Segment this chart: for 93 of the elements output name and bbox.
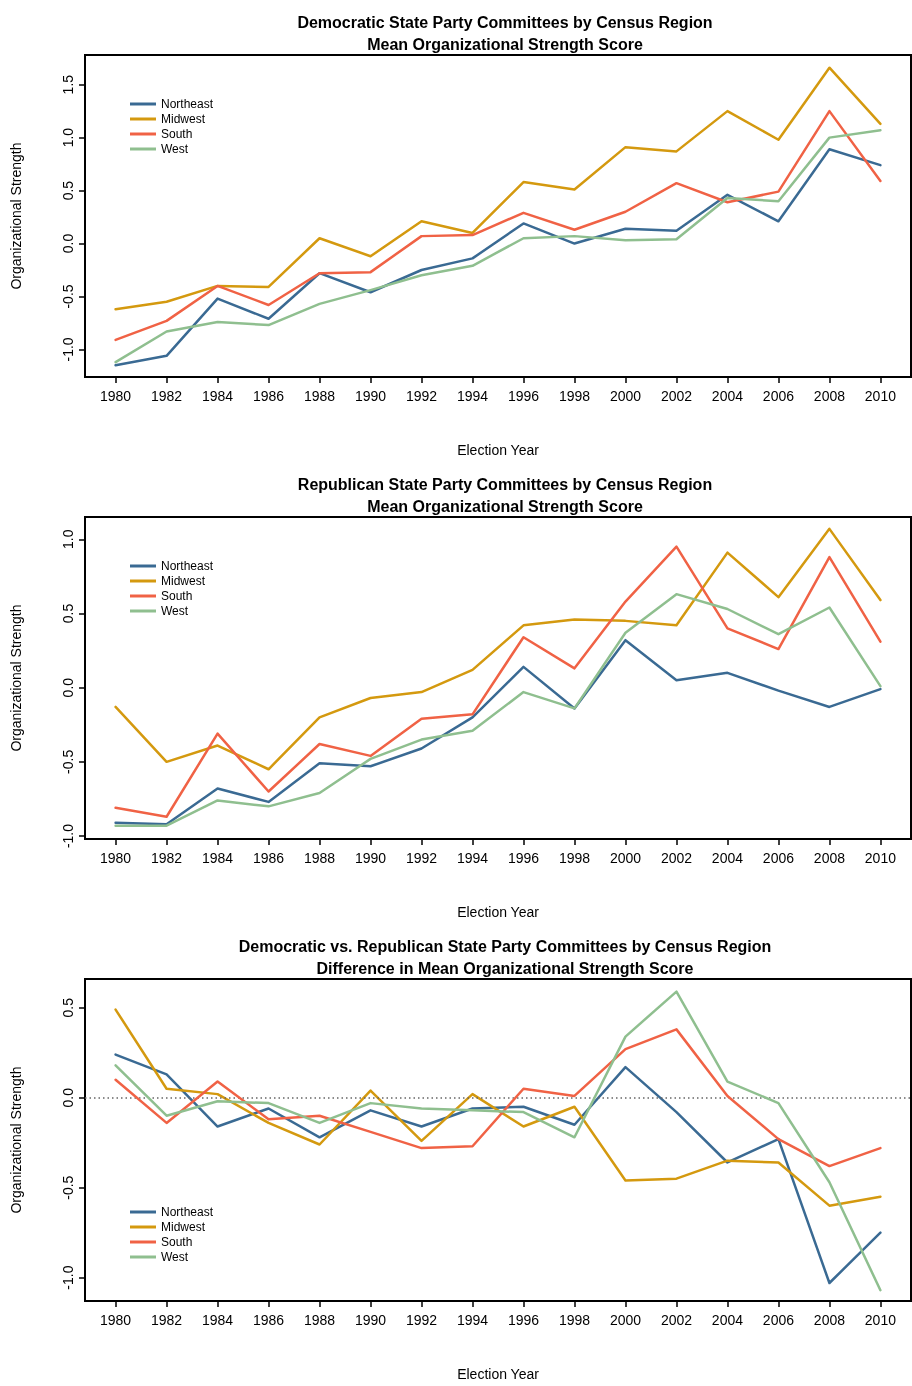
y-tick-label: -1.0 bbox=[60, 823, 76, 849]
x-tick-label: 1992 bbox=[405, 1312, 438, 1328]
x-tick-label: 2006 bbox=[762, 850, 795, 866]
chart-title: Republican State Party Committees by Census Region Mean Organizational Strength Score bbox=[297, 475, 713, 515]
x-tick-label: 1986 bbox=[252, 1312, 285, 1328]
x-tick-label: 1996 bbox=[507, 388, 540, 404]
legend-label: Midwest bbox=[161, 1220, 206, 1234]
y-tick-label: -1.0 bbox=[60, 337, 76, 362]
legend-label: West bbox=[161, 142, 189, 156]
legend-label: Midwest bbox=[161, 112, 206, 126]
line-series bbox=[114, 1008, 882, 1207]
x-tick-label: 1994 bbox=[456, 388, 489, 404]
x-tick-label: 1990 bbox=[354, 850, 387, 866]
legend-label: South bbox=[161, 589, 193, 603]
x-tick-label: 1988 bbox=[303, 1312, 336, 1328]
legend-label: South bbox=[161, 1235, 193, 1249]
x-axis-title: Election Year bbox=[457, 904, 540, 920]
x-tick-label: 1992 bbox=[405, 388, 438, 404]
y-tick-label: 0.5 bbox=[60, 180, 76, 201]
x-tick-label: 2008 bbox=[813, 1312, 846, 1328]
line-series bbox=[114, 592, 882, 827]
x-tick-label: 1996 bbox=[507, 850, 540, 866]
x-tick-label: 1980 bbox=[100, 388, 132, 404]
legend-label: Midwest bbox=[161, 574, 206, 588]
x-tick-label: 1986 bbox=[252, 388, 285, 404]
x-tick-label: 1984 bbox=[201, 1312, 234, 1328]
legend-label: Northeast bbox=[161, 97, 214, 111]
y-tick-label: -1.0 bbox=[60, 1265, 76, 1290]
x-tick-label: 2010 bbox=[864, 1312, 897, 1328]
line-series bbox=[114, 527, 882, 771]
x-tick-label: 2004 bbox=[711, 1312, 744, 1328]
x-tick-label: 2002 bbox=[660, 388, 693, 404]
x-tick-label: 1982 bbox=[151, 850, 183, 866]
line-series bbox=[114, 66, 882, 311]
legend-label: Northeast bbox=[161, 559, 214, 573]
x-tick-label: 1998 bbox=[558, 388, 591, 404]
line-series bbox=[114, 638, 882, 826]
x-tick-label: 2000 bbox=[609, 388, 642, 404]
x-tick-label: 1990 bbox=[354, 388, 387, 404]
chart-title: Democratic vs. Republican State Party Committees by Census Region Difference in Mean Organizational Strength Score bbox=[238, 937, 772, 977]
y-tick-label: 0.0 bbox=[60, 677, 76, 698]
x-tick-label: 2000 bbox=[609, 1312, 642, 1328]
x-tick-label: 2010 bbox=[864, 850, 897, 866]
x-tick-label: 2000 bbox=[609, 850, 642, 866]
y-tick-label: -0.5 bbox=[60, 1175, 76, 1200]
x-tick-label: 2010 bbox=[864, 388, 897, 404]
x-tick-label: 1982 bbox=[151, 1312, 183, 1328]
x-tick-label: 1990 bbox=[354, 1312, 387, 1328]
chart-title: Democratic State Party Committees by Census Region Mean Organizational Strength Score bbox=[297, 13, 713, 53]
x-tick-label: 1994 bbox=[456, 1312, 489, 1328]
x-tick-label: 2002 bbox=[660, 850, 693, 866]
x-tick-label: 1992 bbox=[405, 850, 438, 866]
x-tick-label: 1996 bbox=[507, 1312, 540, 1328]
line-series bbox=[114, 109, 882, 342]
y-tick-label: 0.5 bbox=[60, 603, 76, 624]
x-tick-label: 2006 bbox=[762, 388, 795, 404]
x-tick-label: 2008 bbox=[813, 850, 846, 866]
x-tick-label: 1998 bbox=[558, 850, 591, 866]
x-tick-label: 1986 bbox=[252, 850, 285, 866]
y-tick-label: 0.5 bbox=[60, 997, 76, 1018]
x-tick-label: 1980 bbox=[100, 1312, 132, 1328]
x-tick-label: 1982 bbox=[151, 388, 183, 404]
x-axis-title: Election Year bbox=[457, 442, 540, 458]
y-tick-label: -0.5 bbox=[60, 284, 76, 309]
x-tick-label: 2002 bbox=[660, 1312, 693, 1328]
y-tick-label: 1.5 bbox=[60, 74, 76, 95]
y-tick-label: 0.0 bbox=[60, 233, 76, 254]
x-tick-label: 1988 bbox=[303, 388, 336, 404]
y-tick-label: 0.0 bbox=[60, 1087, 76, 1108]
y-tick-label: -0.5 bbox=[60, 749, 76, 774]
x-tick-label: 2004 bbox=[711, 850, 744, 866]
y-axis-title: Organizational Strength bbox=[8, 604, 24, 752]
line-series bbox=[114, 990, 882, 1292]
y-tick-label: 1.0 bbox=[60, 127, 76, 148]
y-tick-label: 1.0 bbox=[60, 529, 76, 549]
x-tick-label: 1980 bbox=[100, 850, 132, 866]
legend-label: Northeast bbox=[161, 1205, 214, 1219]
legend-label: West bbox=[161, 1250, 189, 1264]
y-axis-title: Organizational Strength bbox=[8, 142, 24, 290]
line-series bbox=[114, 1028, 882, 1168]
x-tick-label: 2008 bbox=[813, 388, 846, 404]
x-tick-label: 1994 bbox=[456, 850, 489, 866]
line-series bbox=[114, 545, 882, 818]
x-tick-label: 1988 bbox=[303, 850, 336, 866]
legend-label: West bbox=[161, 604, 189, 618]
legend-label: South bbox=[161, 127, 193, 141]
x-tick-label: 1984 bbox=[201, 388, 234, 404]
x-tick-label: 2004 bbox=[711, 388, 744, 404]
x-tick-label: 1998 bbox=[558, 1312, 591, 1328]
y-axis-title: Organizational Strength bbox=[8, 1066, 24, 1214]
x-tick-label: 1984 bbox=[201, 850, 234, 866]
x-tick-label: 2006 bbox=[762, 1312, 795, 1328]
x-axis-title: Election Year bbox=[457, 1366, 540, 1382]
